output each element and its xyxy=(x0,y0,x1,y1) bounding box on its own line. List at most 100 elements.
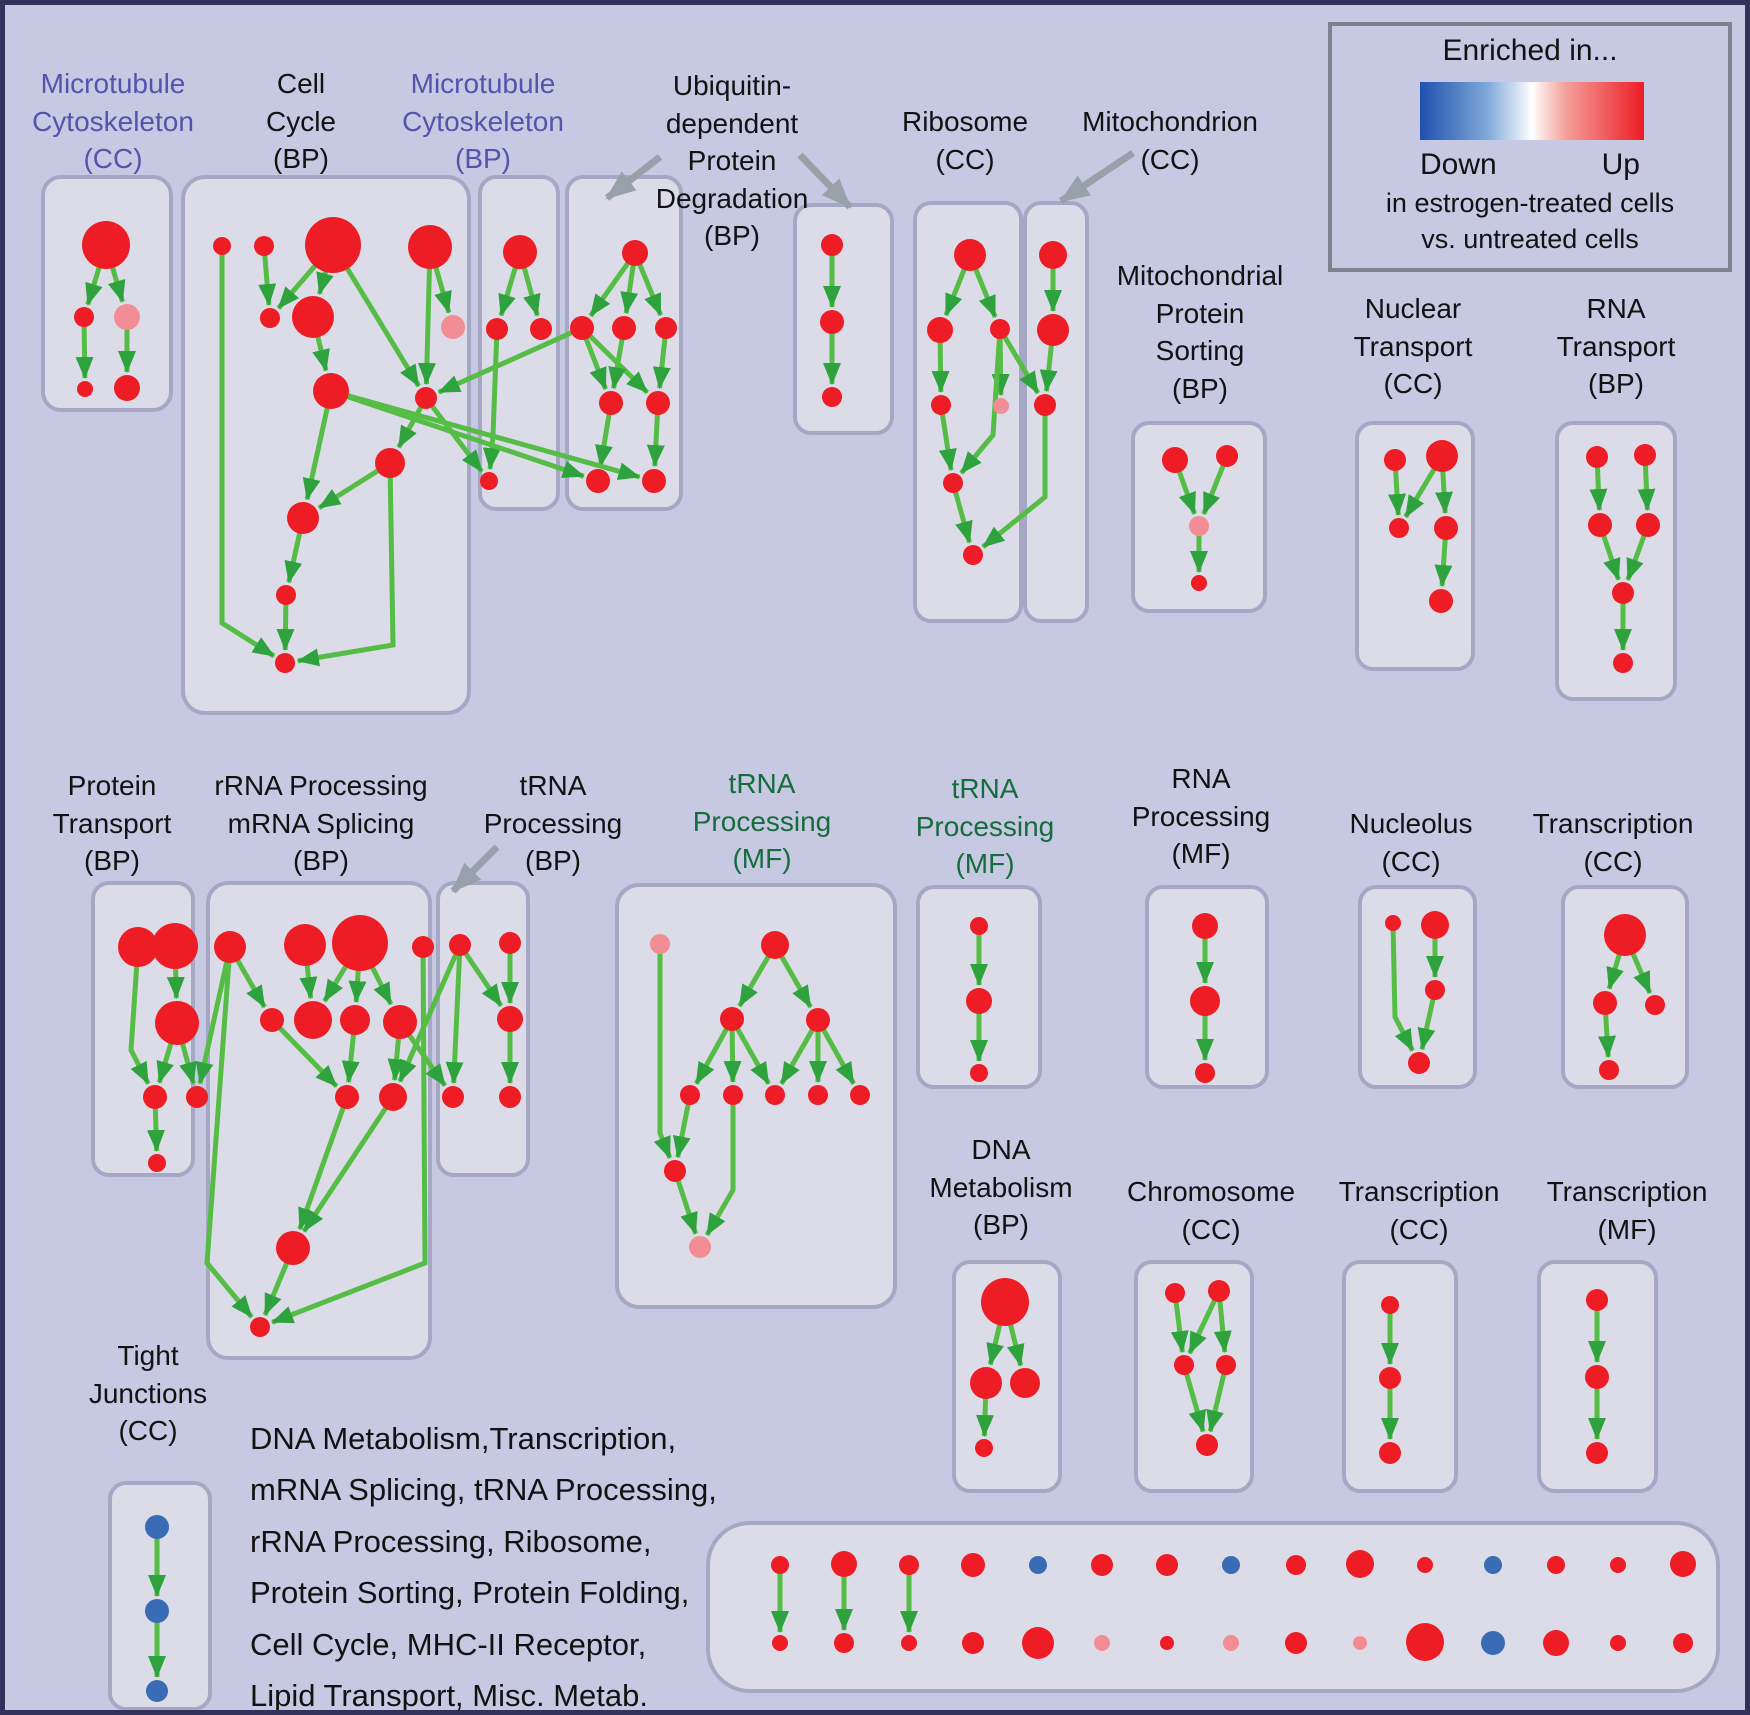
gene-node-red xyxy=(1192,913,1218,939)
gene-node-red xyxy=(966,988,992,1014)
gene-node-red xyxy=(1191,575,1207,591)
gene-node-red xyxy=(1346,1550,1374,1578)
group-box-mitochondrion-cc xyxy=(1023,201,1089,623)
label-mitochondrial-protein-sorting-bp: Mitochondrial Protein Sorting (BP) xyxy=(1116,260,1284,404)
gene-node-red xyxy=(284,924,326,966)
gene-node-red xyxy=(831,1551,857,1577)
gene-node-red xyxy=(292,296,334,338)
label-trna-processing-mf-2: tRNA Processing (MF) xyxy=(915,773,1055,880)
gene-node-red xyxy=(1425,980,1445,1000)
gene-node-red xyxy=(570,316,594,340)
edge-cell-cycle-bp xyxy=(219,246,276,659)
gene-node-red xyxy=(772,1635,788,1651)
gene-node-red xyxy=(1022,1627,1054,1659)
gene-node-red xyxy=(118,927,158,967)
gene-node-red xyxy=(1286,1555,1306,1575)
gene-node-red xyxy=(1612,582,1634,604)
gene-node-red xyxy=(383,1005,417,1039)
group-box-transcription-cc-mid xyxy=(1561,885,1689,1089)
gene-node-red xyxy=(1645,995,1665,1015)
gene-node-red xyxy=(375,448,405,478)
gene-node-pink xyxy=(650,934,670,954)
gene-node-red xyxy=(335,1085,359,1109)
gene-node-red xyxy=(480,472,498,490)
gene-node-red xyxy=(1543,1630,1569,1656)
gene-node-red xyxy=(276,585,296,605)
cross-edge xyxy=(424,396,484,473)
cross-edge xyxy=(330,388,641,481)
group-box-trna-processing-mf-small xyxy=(916,885,1042,1089)
edge-nucleolus-cc xyxy=(1390,922,1415,1052)
gene-node-red xyxy=(1190,986,1220,1016)
gene-node-red xyxy=(332,915,388,971)
gene-node-red xyxy=(970,917,988,935)
gene-node-red xyxy=(723,1085,743,1105)
gene-node-red xyxy=(340,1005,370,1035)
label-pointer-arrow xyxy=(450,844,500,894)
gene-node-red xyxy=(821,234,843,256)
cross-edge xyxy=(981,405,1048,549)
gene-node-red xyxy=(1379,1442,1401,1464)
gene-node-red xyxy=(1384,449,1406,471)
edge-trna-processing-mf-large xyxy=(729,1017,771,1085)
gene-node-red xyxy=(771,1556,789,1574)
gene-node-red xyxy=(499,1086,521,1108)
cross-edge xyxy=(437,325,584,395)
label-chromosome-cc: Chromosome (CC) xyxy=(1126,1176,1296,1245)
label-rna-transport-bp: RNA Transport (BP) xyxy=(1556,293,1676,400)
gene-node-red xyxy=(275,653,295,673)
gene-node-red xyxy=(981,1278,1029,1326)
edge-chromosome-cc xyxy=(1187,1289,1222,1355)
cross-edge xyxy=(997,327,1041,395)
label-cell-cycle-bp: Cell Cycle (BP) xyxy=(265,68,337,175)
label-rna-processing-mf: RNA Processing (MF) xyxy=(1131,763,1271,870)
gene-node-red xyxy=(1586,1442,1608,1464)
gene-node-red xyxy=(961,1553,985,1577)
gene-node-red xyxy=(806,1008,830,1032)
gene-node-red xyxy=(260,1008,284,1032)
label-ribosome-cc: Ribosome (CC) xyxy=(901,106,1029,175)
gene-node-red xyxy=(287,502,319,534)
gene-node-red xyxy=(1034,394,1056,416)
label-ubiquitin-degradation-bp: Ubiquitin- dependent Protein Degradation… xyxy=(655,70,809,252)
gene-node-pink xyxy=(1189,516,1209,536)
gene-node-red xyxy=(148,1154,166,1172)
gene-node-pink xyxy=(993,398,1009,414)
edge-cell-cycle-bp xyxy=(417,246,436,386)
edge-trna-processing-mf-large xyxy=(815,1018,856,1085)
gene-node-pink xyxy=(114,304,140,330)
edge-rrna-processing-mrna-splicing-bp xyxy=(297,1096,350,1231)
gene-node-red xyxy=(927,317,953,343)
edge-trna-processing-bp xyxy=(445,944,464,1085)
gene-node-red xyxy=(213,237,231,255)
gene-node-red xyxy=(276,1231,310,1265)
gene-node-pink xyxy=(1223,1635,1239,1651)
label-trna-processing-mf-1: tRNA Processing (MF) xyxy=(692,768,832,875)
edge-cell-cycle-bp xyxy=(302,390,334,501)
gene-node-red xyxy=(1613,653,1633,673)
gene-node-red xyxy=(1406,1623,1444,1661)
gene-node-red xyxy=(1634,444,1656,466)
gene-node-red xyxy=(442,1086,464,1108)
gene-node-blue xyxy=(1484,1556,1502,1574)
legend-gradient-bar xyxy=(1420,82,1644,140)
gene-node-red xyxy=(822,387,842,407)
gene-node-red xyxy=(1421,911,1449,939)
gene-node-red xyxy=(850,1085,870,1105)
multi-category-note: DNA Metabolism,Transcription, mRNA Splic… xyxy=(250,1421,717,1714)
gene-node-red xyxy=(761,931,789,959)
gene-node-pink xyxy=(1094,1635,1110,1651)
label-nuclear-transport-cc: Nuclear Transport (CC) xyxy=(1353,293,1473,400)
gene-node-pink xyxy=(441,315,465,339)
edge-rrna-processing-mrna-splicing-bp xyxy=(301,1095,396,1233)
gene-node-red xyxy=(530,318,552,340)
gene-node-pink xyxy=(689,1236,711,1258)
legend: Enriched in... Down Up in estrogen-treat… xyxy=(1328,22,1732,272)
gene-node-red xyxy=(720,1007,744,1031)
gene-node-red xyxy=(186,1086,208,1108)
gene-node-red xyxy=(155,1001,199,1045)
gene-node-red xyxy=(486,318,508,340)
gene-node-red xyxy=(990,319,1010,339)
gene-node-blue xyxy=(1222,1556,1240,1574)
